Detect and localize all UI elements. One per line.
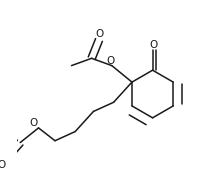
Text: O: O (149, 40, 158, 50)
Text: O: O (107, 56, 115, 66)
Text: O: O (0, 160, 6, 170)
Text: O: O (30, 118, 38, 128)
Text: O: O (96, 29, 104, 39)
